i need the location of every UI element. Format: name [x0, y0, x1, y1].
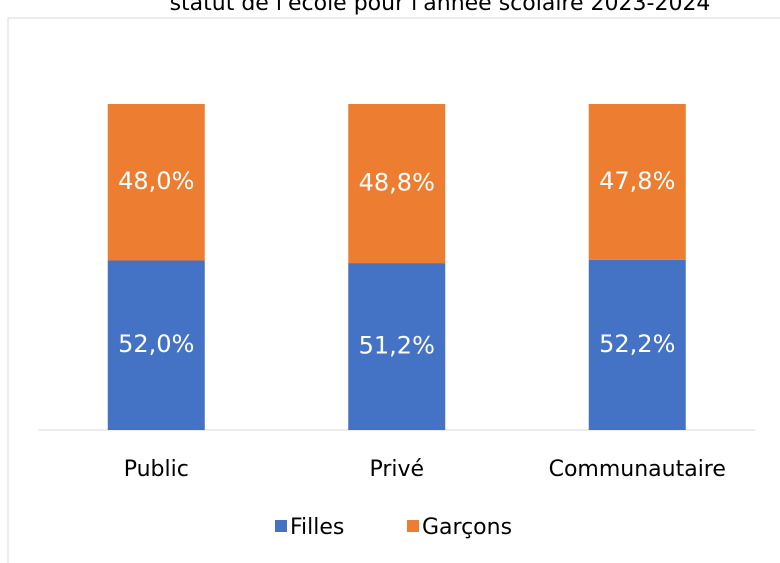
- x-tick-label: Privé: [369, 457, 424, 482]
- legend-swatch: [407, 520, 419, 532]
- data-label: 51,2%: [359, 332, 435, 360]
- chart-title: statut de l'école pour l'année scolaire …: [170, 0, 711, 16]
- legend-swatch: [275, 520, 287, 532]
- bar-segment: [588, 104, 686, 260]
- legend-label: Garçons: [422, 515, 512, 540]
- bar-segment: [107, 260, 205, 430]
- bar-segment: [588, 259, 686, 430]
- data-label: 48,0%: [118, 167, 194, 195]
- data-label: 52,0%: [118, 330, 194, 358]
- data-label: 52,2%: [599, 330, 675, 358]
- bar-segment: [348, 263, 446, 430]
- bar-segment: [107, 104, 205, 261]
- bar-segment: [348, 104, 446, 264]
- data-label: 47,8%: [599, 167, 675, 195]
- x-tick-label: Communautaire: [549, 457, 726, 482]
- x-tick-label: Public: [124, 457, 189, 482]
- legend-label: Filles: [290, 515, 344, 540]
- data-label: 48,8%: [359, 169, 435, 197]
